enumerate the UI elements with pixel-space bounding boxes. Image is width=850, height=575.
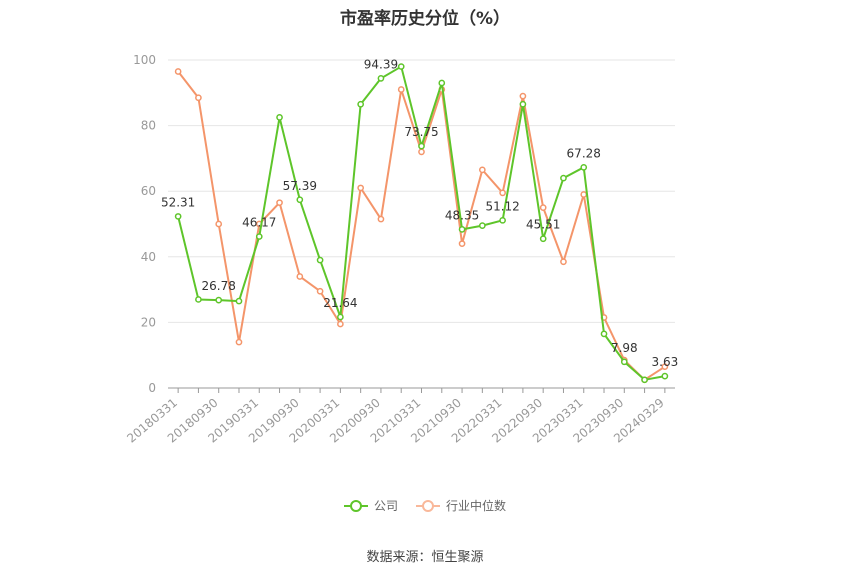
data-label: 21.64 (323, 296, 357, 310)
data-label: 45.51 (526, 218, 560, 232)
series (174, 63, 669, 384)
data-point-company (641, 376, 648, 384)
data-point-company (255, 233, 263, 240)
data-label: 26.78 (202, 279, 236, 293)
legend-label-company: 公司 (373, 499, 398, 513)
data-point-industry (337, 320, 344, 328)
data-label: 3.63 (652, 355, 679, 369)
data-point-company (337, 313, 344, 321)
data-point-company (560, 174, 567, 182)
data-point-company (357, 100, 365, 108)
y-tick-label: 100 (133, 53, 156, 67)
data-point-industry (316, 287, 324, 295)
data-point-industry (215, 220, 223, 228)
data-point-industry (377, 215, 385, 223)
data-point-company (600, 330, 608, 338)
data-point-company (478, 222, 486, 229)
data-point-industry (418, 148, 425, 156)
data-point-company (539, 235, 547, 243)
legend-item-industry[interactable]: 行业中位数 (416, 497, 506, 514)
data-point-company (499, 216, 506, 224)
y-tick-label: 20 (141, 315, 156, 329)
data-label: 57.39 (283, 179, 317, 193)
data-source: 数据来源：恒生聚源 (366, 550, 484, 565)
data-point-company (377, 75, 385, 82)
legend-swatch-company (343, 499, 368, 513)
legend-item-company[interactable]: 公司 (343, 497, 398, 514)
data-point-industry (458, 240, 466, 248)
legend: 公司 行业中位数 (0, 497, 850, 514)
data-point-industry (560, 258, 567, 266)
data-point-industry (478, 166, 486, 174)
chart-title: 市盈率历史分位（%） (339, 9, 511, 29)
data-point-industry (580, 191, 588, 198)
data-point-company (276, 114, 283, 121)
data-point-industry (276, 199, 283, 207)
data-label: 7.98 (611, 341, 638, 355)
data-label: 46.17 (242, 216, 276, 230)
data-point-company (438, 79, 446, 87)
data-label: 52.31 (161, 195, 195, 209)
data-point-company (397, 63, 405, 70)
y-tick-label: 40 (141, 250, 156, 264)
data-point-industry (499, 189, 506, 197)
gridlines (168, 59, 675, 323)
y-tick-label: 0 (148, 381, 156, 395)
data-point-company (661, 372, 669, 380)
data-label: 51.12 (485, 199, 519, 213)
data-point-company (458, 226, 466, 233)
data-point-industry (357, 184, 365, 192)
data-point-industry (397, 86, 405, 93)
data-point-company (620, 358, 628, 366)
data-point-company (215, 296, 223, 304)
data-point-industry (519, 92, 527, 100)
data-point-company (195, 296, 202, 303)
data-label: 67.28 (567, 146, 601, 160)
data-point-company (235, 297, 243, 305)
data-point-industry (661, 363, 669, 371)
data-label: 48.35 (445, 208, 479, 222)
data-point-industry (174, 68, 182, 75)
data-point-company (519, 100, 527, 108)
data-point-company (174, 213, 182, 220)
data-point-company (580, 163, 588, 171)
data-point-company (316, 256, 324, 264)
data-label: 94.39 (364, 57, 398, 71)
data-label: 73.75 (404, 125, 438, 139)
data-point-industry (195, 94, 202, 102)
legend-label-industry: 行业中位数 (446, 499, 507, 513)
data-point-industry (235, 338, 243, 346)
data-labels: 52.31 26.78 46.17 57.39 21.64 94.39 73.75 48.35… (161, 57, 678, 369)
data-point-industry (539, 204, 547, 211)
data-point-industry (296, 273, 304, 280)
line-chart: 0204060801002018033120180930201903312019… (124, 53, 678, 446)
y-tick-label: 80 (141, 119, 156, 133)
y-tick-label: 60 (141, 184, 156, 198)
data-point-company (296, 196, 304, 204)
legend-swatch-industry (416, 499, 440, 513)
data-point-company (418, 142, 425, 150)
